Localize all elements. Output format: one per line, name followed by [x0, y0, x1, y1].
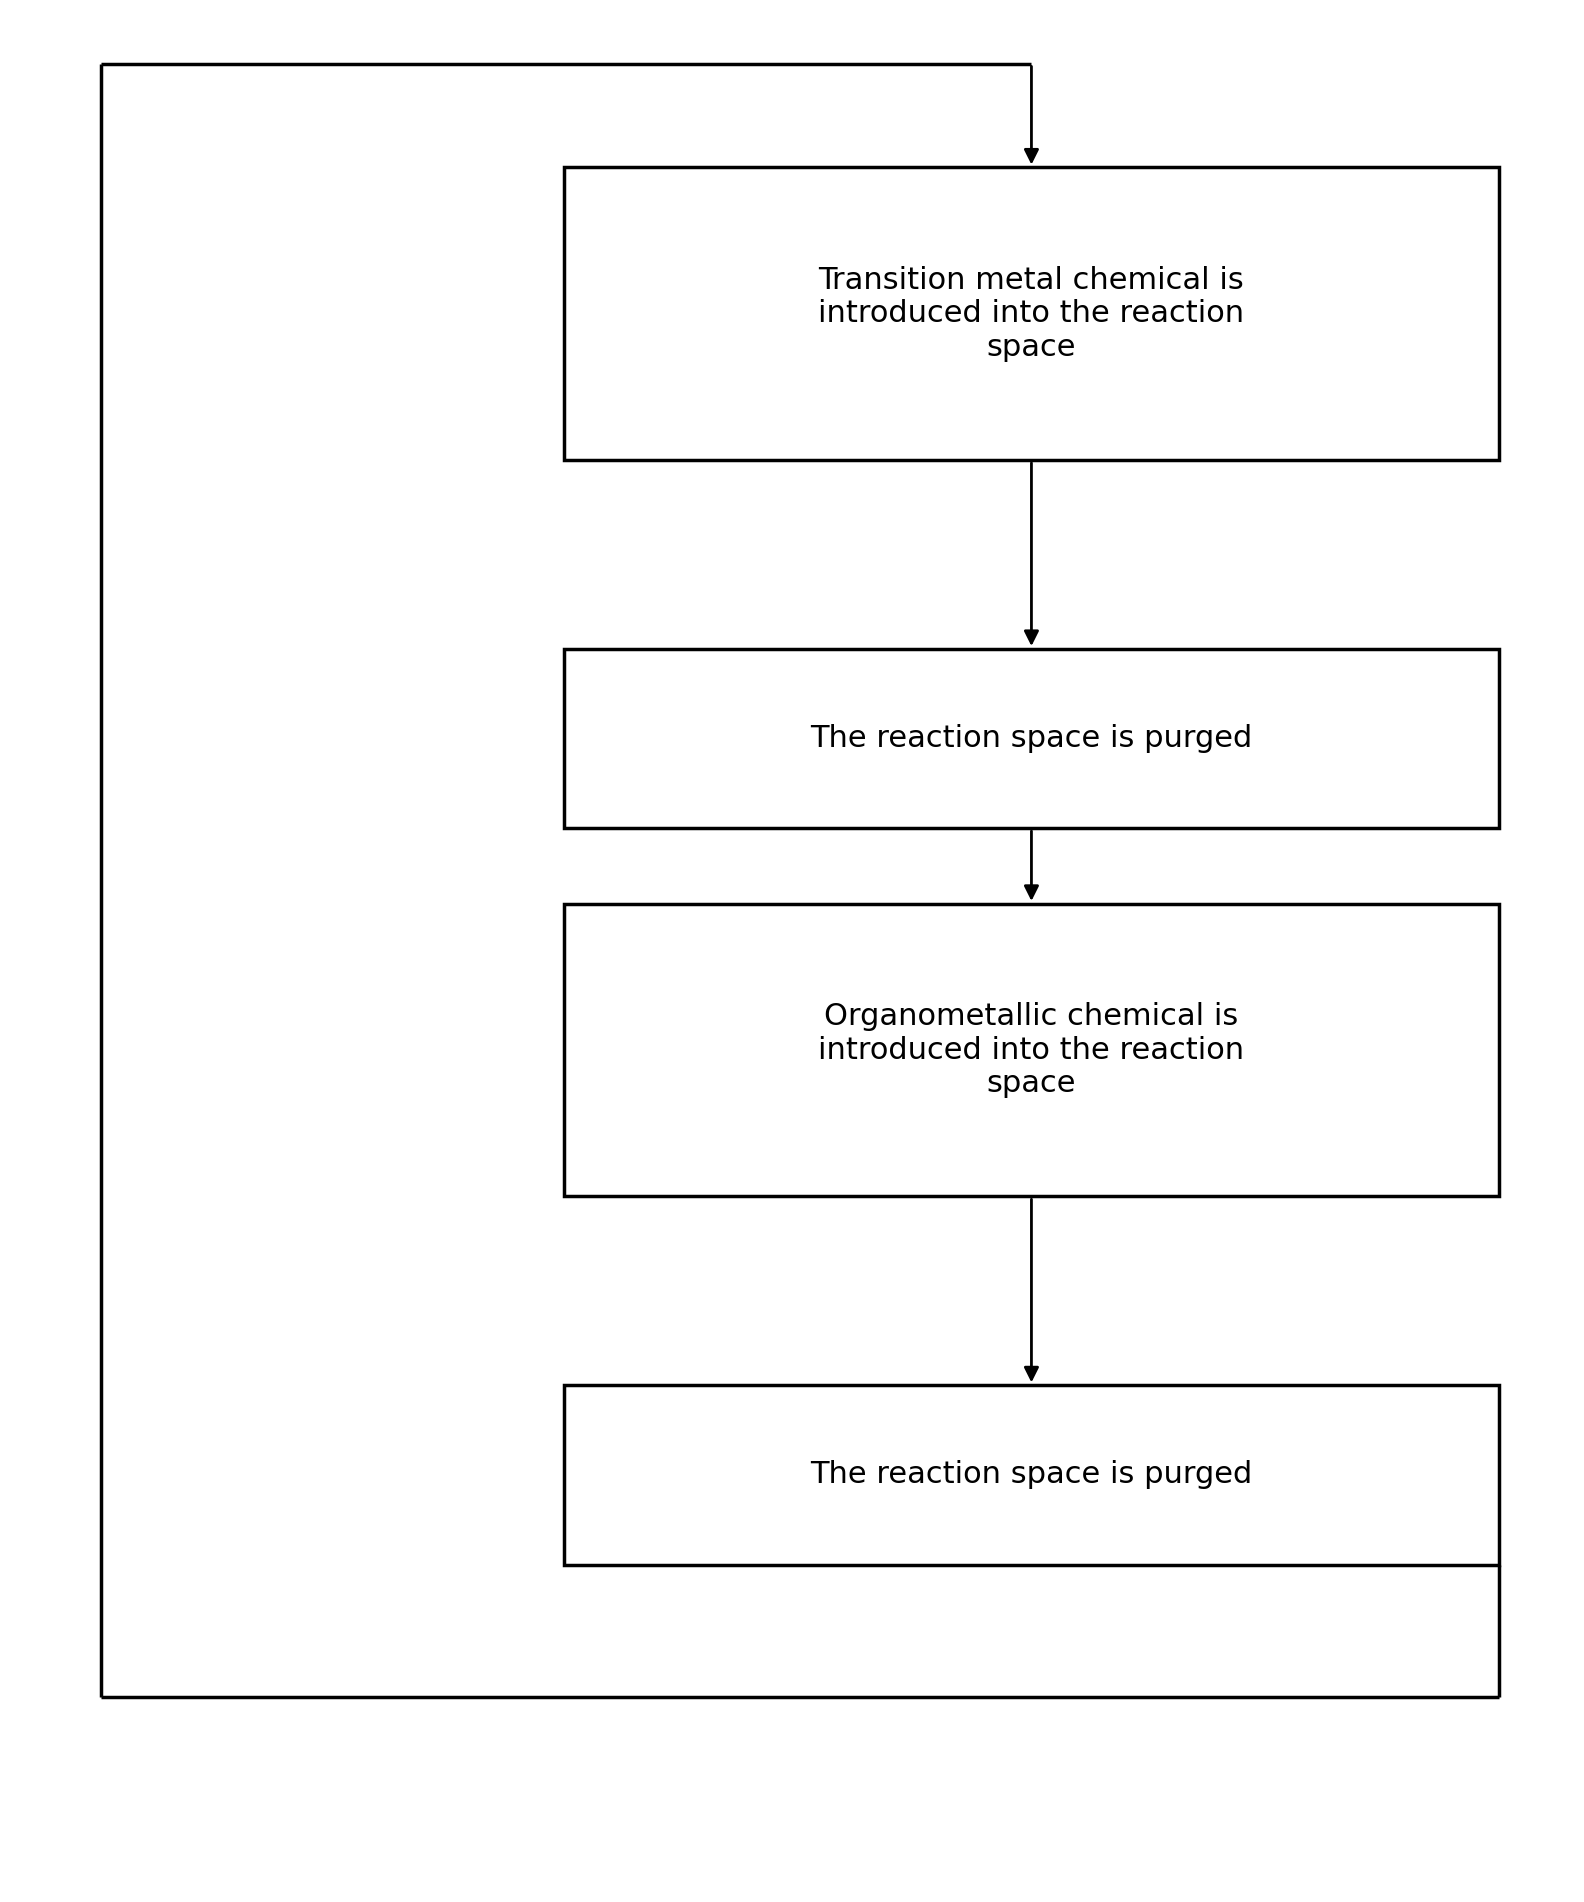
Text: Organometallic chemical is
introduced into the reaction
space: Organometallic chemical is introduced in…: [819, 1002, 1245, 1097]
Bar: [564, 167, 1498, 460]
Bar: [564, 649, 1498, 827]
Bar: [564, 903, 1498, 1196]
Text: Transition metal chemical is
introduced into the reaction
space: Transition metal chemical is introduced …: [819, 266, 1245, 361]
Text: The reaction space is purged: The reaction space is purged: [811, 1461, 1253, 1489]
Text: The reaction space is purged: The reaction space is purged: [811, 725, 1253, 753]
Bar: [564, 1385, 1498, 1565]
